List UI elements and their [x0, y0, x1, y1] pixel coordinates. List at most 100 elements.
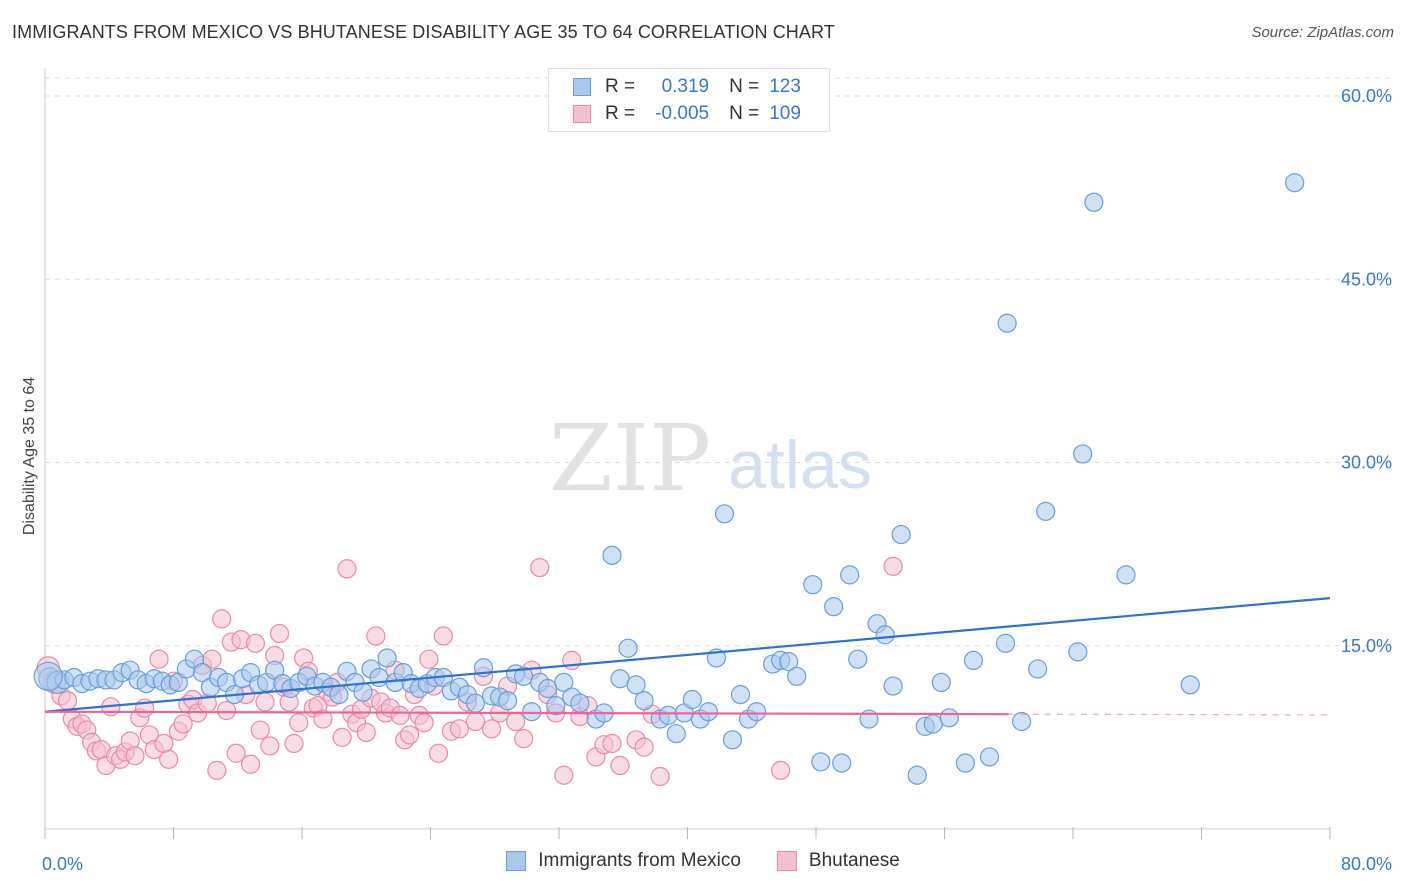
x-tick-label-max: 80.0%	[1341, 854, 1392, 874]
mexico-point	[618, 638, 638, 658]
mexico-point	[1028, 659, 1048, 679]
y-tick-label: 60.0%	[1341, 86, 1392, 106]
legend-swatch-bhutanese	[573, 105, 591, 123]
bhutanese-point	[149, 649, 169, 669]
mexico-point	[907, 765, 927, 785]
bhutanese-trend-extension	[1008, 713, 1331, 716]
bhutanese-point	[610, 755, 630, 776]
mexico-point	[995, 633, 1016, 653]
series-label-bhutanese: Bhutanese	[808, 850, 900, 871]
bhutanese-point	[650, 766, 670, 787]
mexico-point	[979, 747, 1000, 767]
mexico-point	[883, 676, 903, 696]
watermark: ZIP atlas	[549, 405, 872, 512]
bhutanese-point	[449, 719, 470, 739]
mexico-point	[746, 702, 767, 722]
mexico-point	[377, 648, 397, 668]
bhutanese-point	[245, 633, 266, 653]
bhutanese-point	[207, 760, 227, 780]
mexico-point	[840, 565, 860, 585]
legend-r-label: R =	[605, 103, 636, 124]
bhutanese-point	[366, 626, 386, 646]
mexico-point	[570, 693, 590, 713]
mexico-point	[1036, 501, 1056, 521]
bhutanese-point	[530, 557, 550, 578]
series-legend-mexico[interactable]: Immigrants from Mexico	[506, 850, 741, 872]
mexico-point	[824, 597, 844, 617]
mexico-point	[546, 696, 566, 716]
legend-r-value: -0.005	[655, 103, 710, 124]
bhutanese-point	[634, 737, 654, 757]
legend-r-label: R =	[605, 76, 636, 97]
mexico-point	[955, 753, 975, 773]
mexico-point	[1084, 192, 1104, 212]
mexico-trend-line	[44, 597, 1331, 713]
bhutanese-point	[216, 700, 237, 721]
series-legend: Immigrants from Mexico Bhutanese	[0, 850, 1406, 872]
watermark-zip: ZIP	[549, 405, 711, 512]
legend-row-bhutanese: R = -0.005 N = 109	[573, 102, 801, 126]
mexico-point	[465, 693, 486, 713]
source-label: Source: ZipAtlas.com	[1251, 24, 1394, 41]
bhutanese-point	[226, 743, 246, 763]
legend-r-value: 0.319	[661, 76, 710, 97]
bhutanese-point	[883, 556, 903, 576]
bhutanese-point	[771, 760, 791, 780]
y-tick-label: 30.0%	[1341, 453, 1392, 473]
tick-labels: 15.0% 30.0% 45.0% 60.0% 0.0% 80.0%	[42, 86, 1392, 874]
bhutanese-point	[159, 749, 179, 769]
bhutanese-point	[260, 736, 280, 756]
mexico-points	[33, 173, 1305, 785]
legend-n-value: 109	[769, 103, 801, 124]
mexico-point	[1068, 642, 1088, 662]
mexico-point	[498, 691, 518, 711]
bhutanese-trend-line	[44, 710, 1009, 716]
mexico-point	[714, 504, 735, 524]
mexico-point	[963, 650, 984, 671]
series-swatch-mexico	[506, 851, 527, 871]
mexico-point	[33, 661, 63, 691]
legend-swatch-mexico	[573, 78, 591, 96]
gridlines	[45, 77, 1390, 647]
bhutanese-point	[332, 727, 352, 747]
mexico-point	[626, 675, 646, 695]
mexico-point	[554, 672, 574, 693]
bhutanese-point	[125, 746, 145, 766]
mexico-point	[787, 666, 807, 686]
mexico-point	[1116, 565, 1136, 585]
bhutanese-point	[269, 623, 290, 644]
mexico-point	[875, 625, 895, 645]
bhutanese-point	[255, 692, 275, 712]
mexico-point	[1285, 173, 1305, 193]
bhutanese-point	[400, 725, 420, 745]
mexico-point	[923, 714, 943, 734]
mexico-point	[522, 702, 542, 722]
mexico-point	[891, 524, 911, 545]
bhutanese-point	[173, 714, 193, 734]
legend-n-label: N =	[729, 76, 760, 97]
mexico-point	[803, 575, 823, 595]
bhutanese-point	[390, 705, 410, 725]
chart-title: IMMIGRANTS FROM MEXICO VS BHUTANESE DISA…	[12, 22, 835, 42]
mexico-point	[1073, 444, 1093, 464]
bhutanese-point	[433, 626, 453, 646]
bhutanese-point	[289, 713, 309, 733]
mexico-point	[779, 652, 799, 672]
x-tick-label-min: 0.0%	[42, 854, 83, 874]
bhutanese-point	[481, 719, 502, 739]
series-swatch-bhutanese	[776, 851, 797, 871]
legend-row-mexico: R = 0.319 N = 123	[573, 75, 801, 99]
legend-n-label: N =	[729, 103, 760, 124]
mexico-point	[832, 753, 852, 773]
mexico-point	[730, 685, 751, 705]
mexico-point	[1011, 711, 1032, 732]
mexico-point	[666, 724, 686, 744]
axes	[44, 68, 1331, 839]
bhutanese-point	[602, 733, 622, 754]
bhutanese-point	[465, 711, 486, 732]
bhutanese-point	[313, 709, 333, 729]
series-legend-bhutanese[interactable]: Bhutanese	[776, 850, 900, 872]
mexico-point	[997, 313, 1017, 333]
bhutanese-point	[284, 733, 304, 754]
